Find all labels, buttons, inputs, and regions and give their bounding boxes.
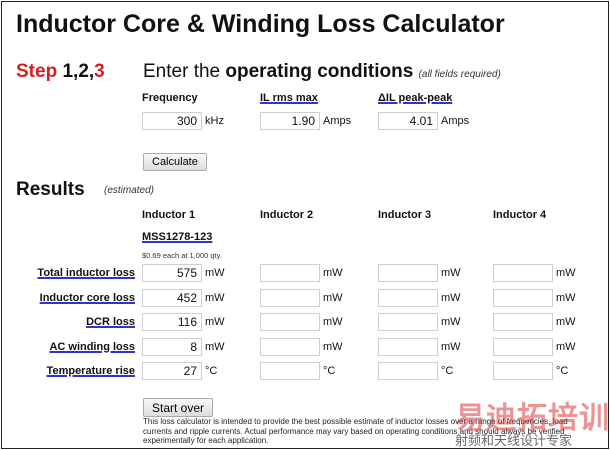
result-field-inductor-1[interactable]: 452 xyxy=(142,289,202,307)
frequency-unit: kHz xyxy=(205,115,224,127)
result-unit: mW xyxy=(556,292,576,304)
delta-il-label[interactable]: ΔIL peak-peak xyxy=(378,92,453,104)
result-field-inductor-2[interactable] xyxy=(260,313,320,331)
result-field-inductor-1[interactable]: 575 xyxy=(142,264,202,282)
result-field-inductor-2[interactable] xyxy=(260,264,320,282)
frequency-label: Frequency xyxy=(142,92,198,104)
watermark-tagline: 射频和天线设计专家 xyxy=(455,433,573,448)
start-over-button[interactable]: Start over xyxy=(143,398,214,417)
result-field-inductor-3[interactable] xyxy=(378,362,438,380)
result-field-inductor-2[interactable] xyxy=(260,362,320,380)
heading-bold: operating conditions xyxy=(225,61,414,82)
result-unit: mW xyxy=(323,316,343,328)
result-unit: mW xyxy=(205,341,225,353)
result-field-inductor-3[interactable] xyxy=(378,313,438,331)
result-unit: mW xyxy=(205,316,225,328)
result-field-inductor-4[interactable] xyxy=(493,338,553,356)
result-unit: °C xyxy=(323,365,336,377)
il-rms-label[interactable]: IL rms max xyxy=(260,92,318,104)
result-unit: °C xyxy=(556,365,569,377)
inductor-4-header: Inductor 4 xyxy=(493,209,547,221)
price-text: $0.69 each at 1,000 qty. xyxy=(142,251,222,260)
delta-il-input[interactable]: 4.01 xyxy=(378,112,438,130)
row-label[interactable]: Inductor core loss xyxy=(39,292,135,304)
results-title: Results xyxy=(16,179,85,200)
section-heading: Enter the operating conditions (all fiel… xyxy=(143,61,501,83)
result-unit: °C xyxy=(205,365,218,377)
delta-il-unit: Amps xyxy=(441,115,470,127)
calculate-button[interactable]: Calculate xyxy=(143,153,207,171)
part-number-link[interactable]: MSS1278-123 xyxy=(142,231,213,243)
result-field-inductor-4[interactable] xyxy=(493,264,553,282)
result-unit: mW xyxy=(556,267,576,279)
watermark-logo: 易迪拓培训 xyxy=(455,402,610,435)
required-note: (all fields required) xyxy=(418,69,501,80)
step-indicator: Step 1,2,3 xyxy=(16,61,105,83)
result-field-inductor-2[interactable] xyxy=(260,338,320,356)
result-field-inductor-1[interactable]: 27 xyxy=(142,362,202,380)
result-field-inductor-4[interactable] xyxy=(493,362,553,380)
result-unit: °C xyxy=(441,365,454,377)
result-field-inductor-4[interactable] xyxy=(493,289,553,307)
il-rms-input[interactable]: 1.90 xyxy=(260,112,320,130)
result-unit: mW xyxy=(441,341,461,353)
inductor-3-header: Inductor 3 xyxy=(378,209,432,221)
result-unit: mW xyxy=(323,341,343,353)
row-label[interactable]: AC winding loss xyxy=(49,341,135,353)
inductor-2-header: Inductor 2 xyxy=(260,209,314,221)
result-field-inductor-1[interactable]: 116 xyxy=(142,313,202,331)
result-unit: mW xyxy=(441,267,461,279)
result-field-inductor-3[interactable] xyxy=(378,264,438,282)
result-field-inductor-3[interactable] xyxy=(378,289,438,307)
result-field-inductor-2[interactable] xyxy=(260,289,320,307)
result-unit: mW xyxy=(205,267,225,279)
result-unit: mW xyxy=(205,292,225,304)
heading-prefix: Enter the xyxy=(143,61,221,82)
result-field-inductor-3[interactable] xyxy=(378,338,438,356)
frequency-input[interactable]: 300 xyxy=(142,112,202,130)
result-unit: mW xyxy=(441,316,461,328)
step-word: Step xyxy=(16,61,58,82)
row-label[interactable]: DCR loss xyxy=(86,316,135,328)
results-note: (estimated) xyxy=(104,185,155,196)
result-unit: mW xyxy=(441,292,461,304)
result-unit: mW xyxy=(323,267,343,279)
result-field-inductor-1[interactable]: 8 xyxy=(142,338,202,356)
row-label[interactable]: Total inductor loss xyxy=(37,267,135,279)
page-title: Inductor Core & Winding Loss Calculator xyxy=(16,10,505,38)
il-rms-unit: Amps xyxy=(323,115,352,127)
result-unit: mW xyxy=(323,292,343,304)
step-current: 3 xyxy=(94,61,105,82)
result-unit: mW xyxy=(556,341,576,353)
row-label[interactable]: Temperature rise xyxy=(46,365,135,377)
step-nums: 1,2, xyxy=(62,61,95,82)
result-unit: mW xyxy=(556,316,576,328)
inductor-1-header: Inductor 1 xyxy=(142,209,196,221)
result-field-inductor-4[interactable] xyxy=(493,313,553,331)
disclaimer-text: This loss calculator is intended to prov… xyxy=(143,417,568,445)
